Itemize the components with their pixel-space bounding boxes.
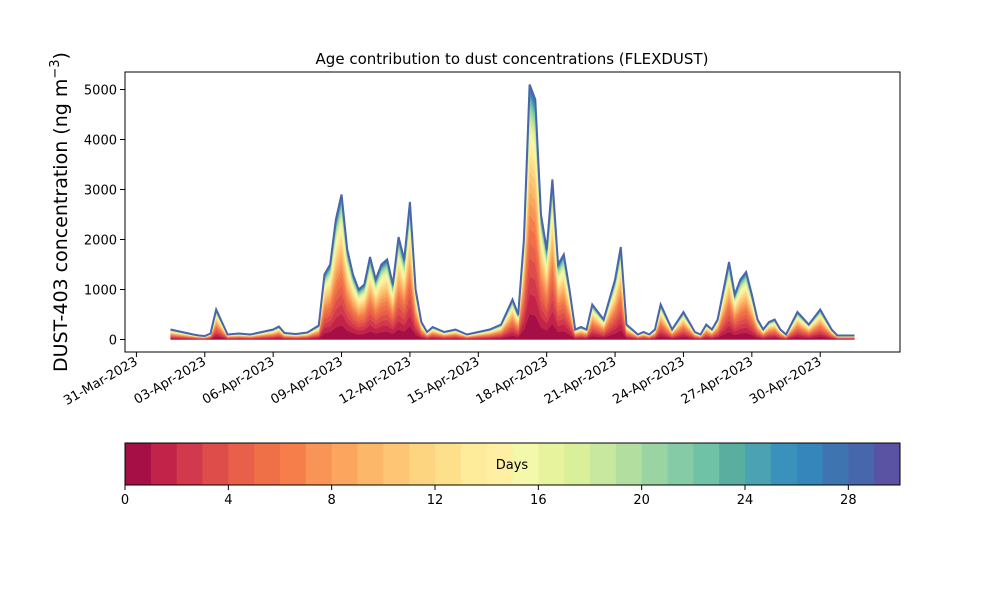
colorbar-swatch — [228, 443, 255, 485]
y-axis-label-close: ) — [50, 52, 72, 59]
colorbar-swatch — [564, 443, 591, 485]
colorbar-swatch — [615, 443, 643, 485]
colorbar-label: Days — [496, 458, 529, 473]
x-axis-ticks: 31-Mar-202303-Apr-202306-Apr-202309-Apr-… — [61, 352, 824, 409]
colorbar-tick-label: 0 — [121, 493, 129, 508]
colorbar-frame — [124, 442, 901, 486]
x-tick-label: 03-Apr-2023 — [132, 354, 209, 407]
colorbar-swatch — [357, 443, 384, 485]
colorbar-tick-label: 12 — [427, 493, 444, 508]
colorbar-swatch — [280, 443, 307, 485]
colorbar-swatch — [512, 443, 539, 485]
x-tick-label: 12-Apr-2023 — [337, 354, 414, 407]
colorbar-swatch — [822, 443, 849, 485]
colorbar-swatch — [202, 443, 229, 485]
x-tick-label: 15-Apr-2023 — [405, 354, 482, 407]
y-axis-label-unit-exponent: −3 — [48, 59, 63, 78]
colorbar-swatch — [641, 443, 668, 485]
colorbar-swatch — [848, 443, 875, 485]
y-tick-label: 4000 — [84, 134, 117, 149]
colorbar-tick-label: 20 — [633, 493, 650, 508]
colorbar-swatch — [770, 443, 798, 485]
colorbar-swatch — [254, 443, 281, 485]
colorbar — [125, 443, 901, 485]
colorbar-swatch — [150, 443, 178, 485]
colorbar-swatch — [796, 443, 823, 485]
x-tick-label: 18-Apr-2023 — [474, 354, 551, 407]
y-tick-label: 1000 — [84, 284, 117, 299]
colorbar-swatch — [486, 443, 513, 485]
y-axis-label-main: DUST-403 concentration (ng m — [50, 79, 72, 372]
colorbar-tick-label: 4 — [224, 493, 232, 508]
colorbar-swatch — [745, 443, 772, 485]
x-tick-label: 24-Apr-2023 — [610, 354, 687, 407]
colorbar-swatch — [538, 443, 565, 485]
colorbar-swatch — [125, 443, 152, 485]
colorbar-swatch — [460, 443, 488, 485]
total-outline — [170, 84, 855, 338]
colorbar-swatch — [693, 443, 720, 485]
colorbar-swatch — [305, 443, 333, 485]
x-tick-label: 27-Apr-2023 — [679, 354, 756, 407]
colorbar-swatch — [435, 443, 462, 485]
colorbar-swatch — [176, 443, 203, 485]
x-tick-label: 21-Apr-2023 — [542, 354, 619, 407]
y-axis-ticks: 0 1000 2000 3000 4000 5000 — [84, 84, 125, 349]
colorbar-tick-label: 8 — [328, 493, 336, 508]
colorbar-tick-label: 28 — [840, 493, 857, 508]
chart-title: Age contribution to dust concentrations … — [316, 50, 709, 68]
x-tick-label: 06-Apr-2023 — [200, 354, 277, 407]
x-tick-label: 30-Apr-2023 — [747, 354, 824, 407]
colorbar-swatch — [331, 443, 358, 485]
plot-frame — [124, 71, 901, 353]
colorbar-swatch — [383, 443, 410, 485]
colorbar-tick-label: 16 — [530, 493, 547, 508]
x-tick-label: 09-Apr-2023 — [268, 354, 345, 407]
colorbar-ticks: 0 4 8 12 16 20 24 28 — [121, 485, 857, 508]
x-tick-label: 31-Mar-2023 — [61, 354, 140, 408]
colorbar-swatch — [409, 443, 436, 485]
colorbar-swatch — [874, 443, 901, 485]
colorbar-tick-label: 24 — [737, 493, 754, 508]
y-axis-label: DUST-403 concentration (ng m−3) — [48, 52, 72, 372]
y-tick-label: 3000 — [84, 184, 117, 199]
y-tick-label: 2000 — [84, 234, 117, 249]
colorbar-swatch — [667, 443, 694, 485]
colorbar-swatch — [590, 443, 617, 485]
y-tick-label: 5000 — [84, 84, 117, 99]
y-tick-label: 0 — [109, 334, 117, 349]
colorbar-swatch — [719, 443, 746, 485]
